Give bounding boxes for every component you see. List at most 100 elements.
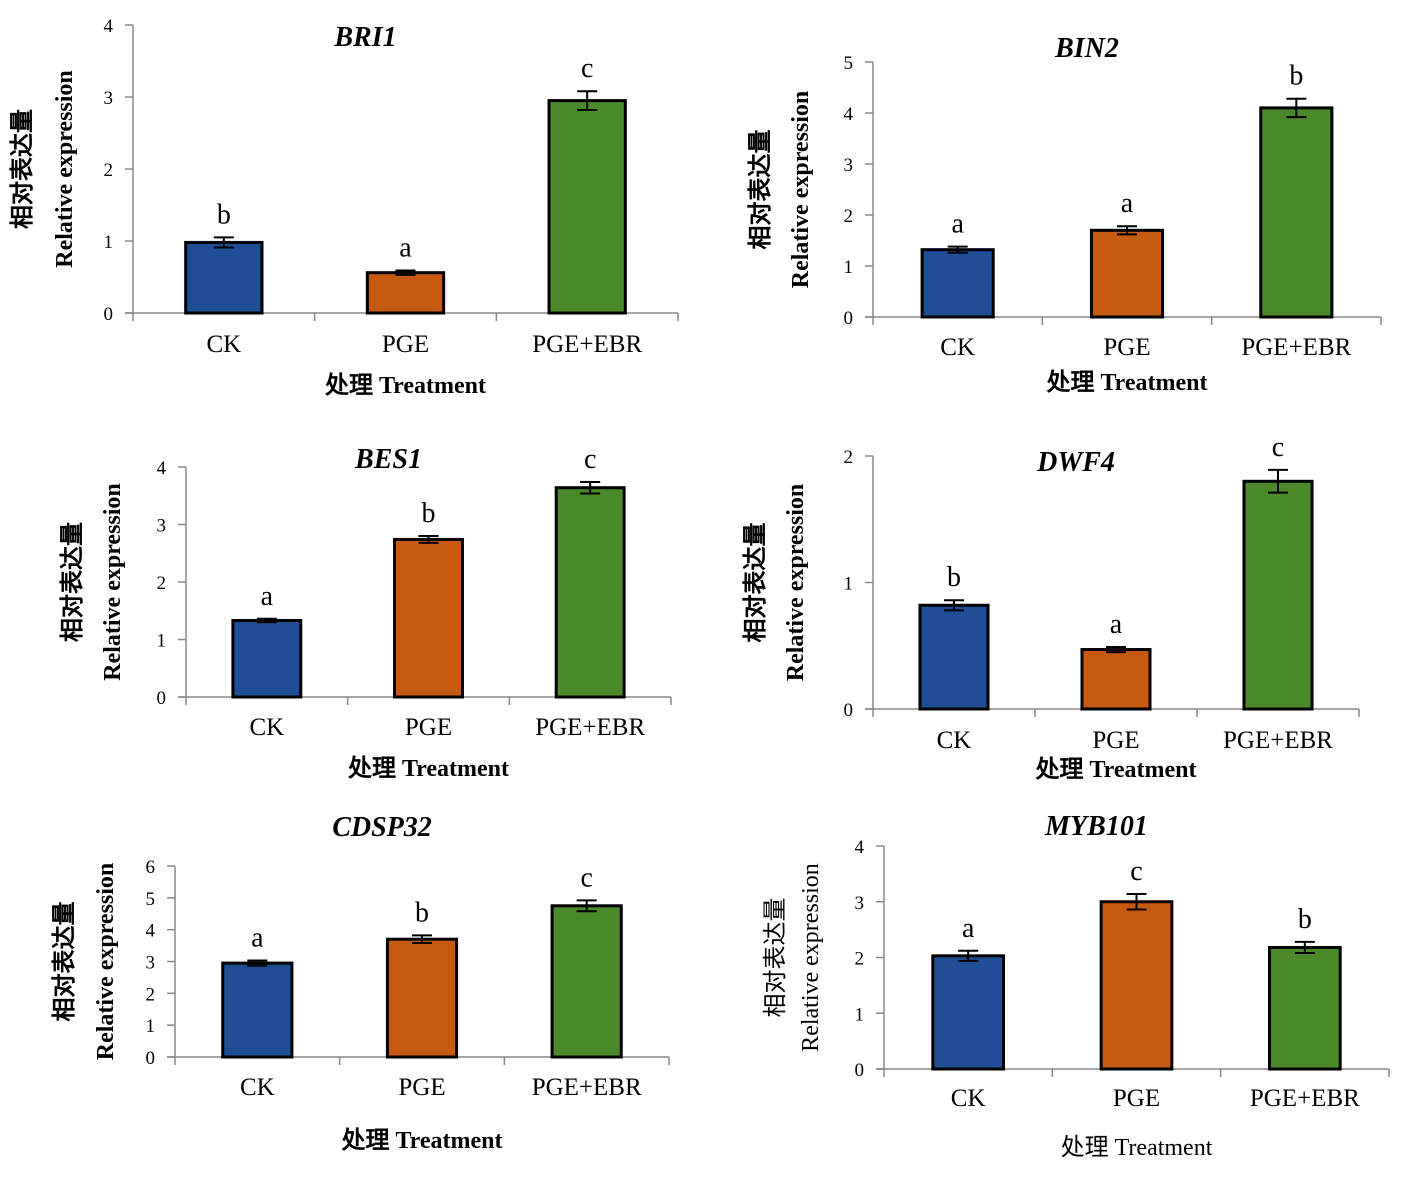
- y-tick-label: 0: [146, 1048, 156, 1069]
- y-tick-label: 0: [844, 308, 854, 329]
- bar-pge: [1089, 228, 1165, 319]
- y-tick-label: 1: [844, 574, 854, 595]
- y-axis-title: Relative expression: [52, 70, 78, 268]
- significance-letter: a: [261, 581, 274, 612]
- bar-pge-ebr: [1242, 479, 1314, 711]
- bar-ck: [931, 954, 1006, 1071]
- bar-pge-ebr: [1259, 106, 1334, 319]
- error-bar-pge-ebr: [1268, 468, 1288, 494]
- y-tick-label: 4: [855, 837, 865, 858]
- significance-letter: c: [1272, 432, 1284, 463]
- y-tick-label: 1: [844, 257, 854, 278]
- significance-letter: b: [415, 897, 429, 928]
- x-axis-title: 处理 Treatment: [1061, 1134, 1213, 1161]
- y-tick-label: 4: [146, 921, 156, 942]
- y-tick-label: 1: [855, 1004, 865, 1025]
- chart-title: BIN2: [1054, 33, 1119, 64]
- significance-letter: c: [581, 53, 593, 84]
- chart-panel-bin2: 0 1 2 3 4 5 a CK a PGE b PGE+EBR BIN2 处理 Treatment 相对表…: [747, 33, 1382, 396]
- error-bar-ck: [947, 245, 968, 254]
- y-tick-label: 1: [157, 631, 167, 652]
- chart-panel-bri1: 0 1 2 3 4 b CK a PGE c PGE+EBR BRI1 处理 Treatment 相对表达…: [9, 16, 679, 399]
- category-label-pge: PGE: [1092, 727, 1139, 754]
- bar-pge-ebr: [554, 486, 626, 699]
- category-label-pge: PGE: [1103, 334, 1150, 361]
- y-tick-label: 2: [855, 949, 865, 970]
- y-axis-title-cn: 相对表达量: [762, 898, 789, 1018]
- x-axis-title: 处理 Treatment: [340, 1127, 502, 1154]
- significance-letter: a: [251, 923, 264, 954]
- category-label-pge-ebr: PGE+EBR: [1250, 1085, 1360, 1112]
- error-bar-pge: [1106, 646, 1126, 654]
- error-bar-ck: [958, 949, 979, 962]
- bar-pge-ebr: [547, 99, 627, 315]
- error-bar-ck: [247, 959, 268, 967]
- bar-pge: [1080, 648, 1152, 711]
- bar-pge: [365, 271, 446, 315]
- error-bar-pge-ebr: [1294, 940, 1315, 955]
- y-tick-label: 5: [844, 53, 854, 74]
- significance-letter: b: [947, 562, 961, 593]
- significance-letter: a: [399, 233, 412, 264]
- significance-letter: b: [1289, 61, 1303, 92]
- error-bar-ck: [256, 617, 277, 624]
- chart-title: CDSP32: [332, 812, 432, 843]
- error-bar-pge: [395, 269, 416, 276]
- category-label-ck: CK: [940, 334, 975, 361]
- y-axis-title: Relative expression: [93, 863, 119, 1061]
- error-bar-ck: [213, 236, 234, 249]
- chart-panel-bes1: 0 1 2 3 4 a CK b PGE c PGE+EBR BES1 处理 Treatment 相对表达…: [59, 444, 672, 782]
- y-tick-label: 2: [844, 447, 854, 468]
- y-tick-label: 0: [104, 304, 114, 325]
- category-label-ck: CK: [951, 1085, 986, 1112]
- error-bar-pge: [418, 535, 439, 544]
- chart-panel-myb101: 0 1 2 3 4 a CK c PGE b PGE+EBR MYB101 处理 Treatment 相对…: [762, 811, 1390, 1161]
- category-label-pge: PGE: [382, 331, 429, 358]
- x-axis-title: 处理 Treatment: [347, 755, 509, 782]
- error-bar-pge: [412, 934, 432, 945]
- y-axis-title-cn: 相对表达量: [9, 109, 36, 229]
- y-axis-title-cn: 相对表达量: [742, 523, 769, 643]
- error-bar-ck: [944, 599, 964, 612]
- category-label-pge-ebr: PGE+EBR: [1241, 334, 1351, 361]
- x-axis-title: 处理 Treatment: [324, 372, 486, 399]
- chart-title: DWF4: [1036, 447, 1115, 478]
- y-tick-label: 4: [104, 16, 114, 37]
- category-label-pge: PGE: [1113, 1085, 1160, 1112]
- chart-title: BES1: [354, 444, 422, 475]
- significance-letter: a: [951, 209, 964, 240]
- significance-letter: b: [422, 498, 436, 529]
- y-tick-label: 0: [844, 700, 854, 721]
- y-tick-label: 3: [157, 516, 167, 537]
- chart-panel-dwf4: 0 1 2 b CK a PGE c PGE+EBR DWF4 处理 Treatment 相对表达量 R…: [742, 432, 1360, 783]
- bar-ck: [184, 240, 264, 315]
- bar-pge: [393, 537, 464, 699]
- significance-letter: a: [962, 913, 975, 944]
- chart-title: MYB101: [1044, 811, 1148, 842]
- significance-letter: b: [1298, 904, 1312, 935]
- category-label-pge: PGE: [398, 1074, 445, 1101]
- category-label-ck: CK: [206, 331, 241, 358]
- y-tick-label: 1: [104, 232, 114, 253]
- significance-letter: a: [1110, 609, 1123, 640]
- bar-ck: [221, 961, 294, 1059]
- error-bar-pge: [1126, 892, 1147, 911]
- y-tick-label: 3: [855, 893, 865, 914]
- y-tick-label: 0: [157, 688, 167, 709]
- bar-ck: [231, 619, 303, 699]
- y-tick-label: 5: [146, 889, 156, 910]
- error-bar-pge-ebr: [1286, 97, 1307, 119]
- y-tick-label: 6: [146, 857, 156, 878]
- y-axis-title: Relative expression: [783, 484, 809, 682]
- significance-letter: c: [580, 862, 592, 893]
- y-tick-label: 1: [146, 1016, 156, 1037]
- bar-pge: [1099, 900, 1174, 1071]
- x-axis-title: 处理 Treatment: [1045, 369, 1207, 396]
- y-tick-label: 4: [844, 104, 854, 125]
- chart-panel-cdsp32: 0 1 2 3 4 5 6 a CK b PGE c PGE+EBR CDSP32 处理 Treatment…: [51, 812, 670, 1154]
- x-axis-title: 处理 Treatment: [1034, 756, 1196, 783]
- bar-pge-ebr: [1267, 945, 1342, 1071]
- significance-letter: c: [1130, 856, 1142, 887]
- y-tick-label: 4: [157, 458, 167, 479]
